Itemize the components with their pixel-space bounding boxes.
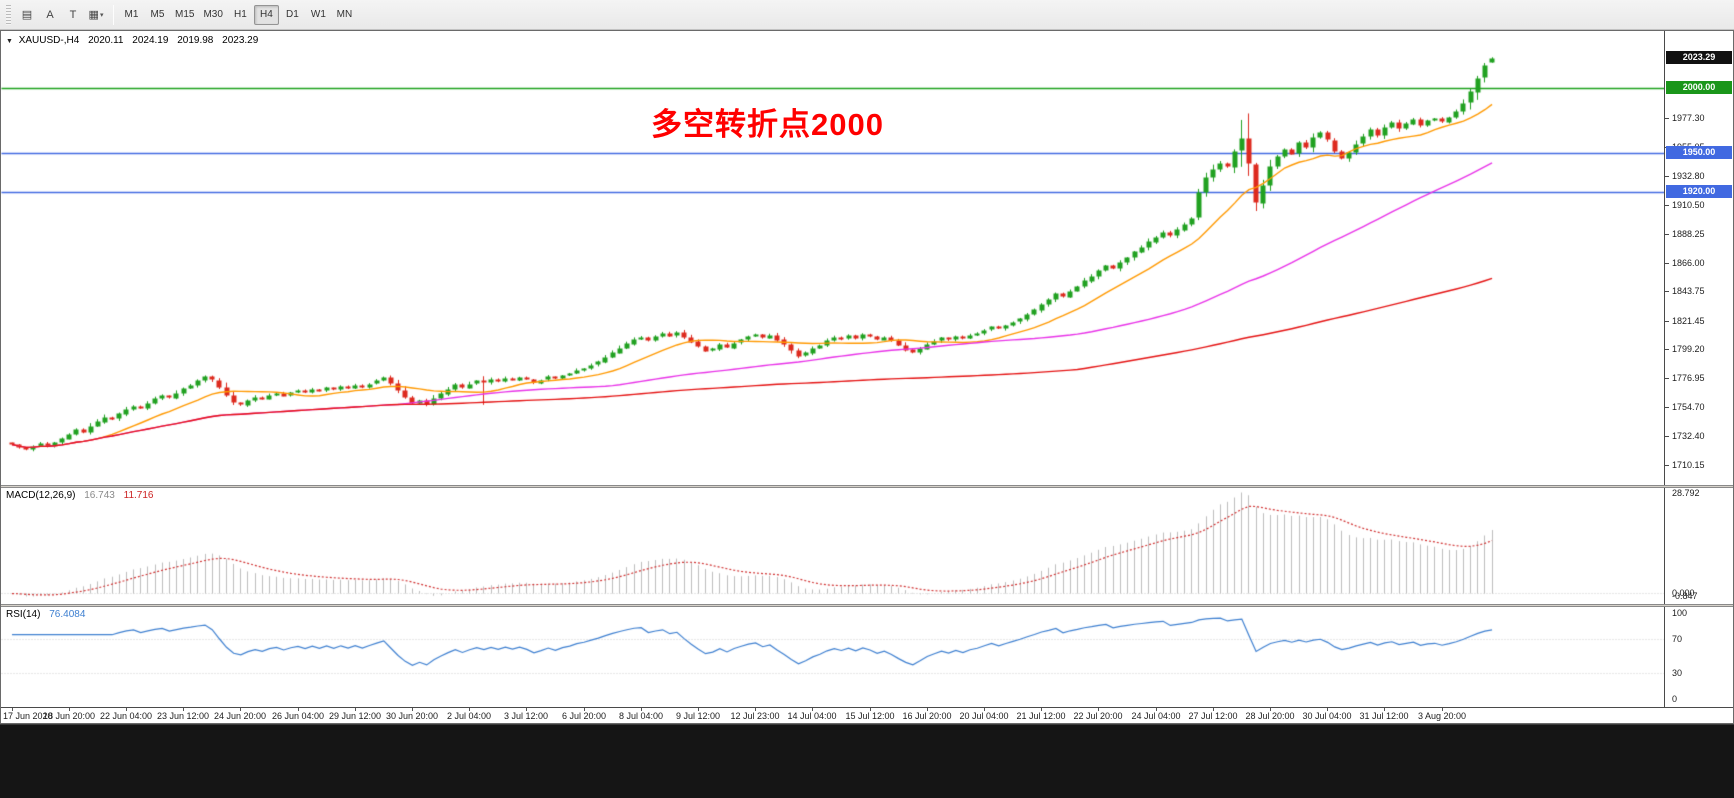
pane-splitter[interactable]: [1, 604, 1733, 607]
price-tick: 1710.15: [1672, 460, 1705, 470]
time-axis-label: 24 Jul 04:00: [1131, 711, 1181, 721]
chart-window: ▼ XAUUSD-,H4 2020.11 2024.19 2019.98 202…: [0, 30, 1734, 724]
price-tick: 1843.75: [1672, 286, 1705, 296]
time-axis-label: 12 Jul 23:00: [730, 711, 780, 721]
time-axis-label: 22 Jul 20:00: [1073, 711, 1123, 721]
time-axis[interactable]: 17 Jun 2020 18 Jun 20:00 22 Jun 04:00 23 Ju…: [1, 707, 1733, 723]
rsi-axis: 100 70 30 0: [1664, 607, 1733, 707]
macd-tick: 0.000: [1672, 588, 1695, 598]
time-axis-label: 23 Jun 12:00: [156, 711, 210, 721]
rsi-tick: 70: [1672, 634, 1683, 644]
time-axis-label: 18 Jun 20:00: [42, 711, 96, 721]
time-axis-label: 24 Jun 20:00: [213, 711, 267, 721]
timeframe-toolbar: M1 M5 M15 M30 H1 H4 D1 W1 MN: [119, 4, 358, 25]
text-annotation-icon[interactable]: A: [46, 8, 54, 21]
timeframe-m5-button[interactable]: M5: [150, 9, 165, 20]
time-axis-label: 17 Jun 2020: [3, 711, 53, 721]
timeframe-m30-button[interactable]: M30: [203, 9, 223, 20]
price-tick: 1821.45: [1672, 316, 1705, 326]
time-axis-label: 16 Jul 20:00: [902, 711, 952, 721]
price-tick: 1888.25: [1672, 229, 1705, 239]
macd-indicator-canvas[interactable]: [1, 488, 1664, 604]
macd-value-signal: 11.716: [123, 490, 154, 501]
time-axis-label: 30 Jul 04:00: [1302, 711, 1352, 721]
timeframe-mn-button[interactable]: MN: [336, 9, 353, 20]
price-badge: 2023.29: [1666, 51, 1732, 64]
ohlc-open: 2020.11: [88, 35, 124, 46]
ohlc-low: 2019.98: [177, 35, 214, 46]
time-axis-label: 9 Jul 12:00: [675, 711, 721, 721]
rsi-label: RSI(14) 76.4084: [6, 609, 85, 620]
objects-list-icon[interactable]: ▦ ▾: [88, 9, 104, 21]
time-axis-label: 20 Jul 04:00: [959, 711, 1009, 721]
macd-label: MACD(12,26,9) 16.743 11.716: [6, 490, 153, 501]
rsi-name: RSI(14): [6, 609, 41, 620]
time-axis-label: 15 Jul 12:00: [845, 711, 895, 721]
time-axis-label: 6 Jul 20:00: [561, 711, 607, 721]
time-axis-label: 2 Jul 04:00: [446, 711, 492, 721]
time-axis-label: 3 Jul 12:00: [503, 711, 549, 721]
time-axis-label: 22 Jun 04:00: [99, 711, 153, 721]
ohlc-close: 2023.29: [222, 35, 259, 46]
time-axis-label: 21 Jul 12:00: [1016, 711, 1066, 721]
macd-tick: 28.792: [1672, 488, 1700, 498]
macd-tick: -0.847: [1672, 591, 1698, 601]
macd-name: MACD(12,26,9): [6, 490, 76, 501]
text-label-icon[interactable]: T: [69, 8, 77, 21]
price-badge: 2000.00: [1666, 81, 1732, 94]
price-tick: 1776.95: [1672, 373, 1705, 383]
chart-title: ▼ XAUUSD-,H4 2020.11 2024.19 2019.98 202…: [6, 35, 258, 46]
rsi-value: 76.4084: [49, 609, 86, 620]
time-axis-label: 31 Jul 12:00: [1359, 711, 1409, 721]
pane-splitter[interactable]: [1, 485, 1733, 488]
macd-value-main: 16.743: [84, 490, 115, 501]
price-badge: 1920.00: [1666, 185, 1732, 198]
price-tick: 1932.80: [1672, 171, 1705, 181]
timeframe-m1-button[interactable]: M1: [124, 9, 139, 20]
timeframe-m15-button[interactable]: M15: [175, 9, 195, 20]
chart-menu-icon[interactable]: ▼: [6, 38, 13, 45]
rsi-tick: 100: [1672, 608, 1688, 618]
bottom-dark-panel: [0, 724, 1734, 798]
charts-grid-icon[interactable]: ▤: [21, 9, 33, 21]
price-tick: 1866.00: [1672, 258, 1705, 268]
timeframe-h4-button[interactable]: H4: [253, 4, 279, 25]
symbol-period-label: XAUUSD-,H4: [18, 35, 80, 46]
toolbar: ▤ A T ▦ ▾ M1 M5 M15 M30 H1 H4 D1 W1 MN: [0, 0, 1734, 30]
toolbar-separator: [113, 4, 114, 25]
rsi-indicator-canvas[interactable]: [1, 607, 1664, 707]
timeframe-w1-button[interactable]: W1: [310, 9, 326, 20]
time-axis-label: 27 Jul 12:00: [1188, 711, 1238, 721]
time-axis-label: 8 Jul 04:00: [618, 711, 664, 721]
time-axis-label: 14 Jul 04:00: [787, 711, 837, 721]
time-axis-label: 3 Aug 20:00: [1417, 711, 1467, 721]
toolbar-drag-handle[interactable]: [6, 4, 11, 25]
price-tick: 1977.30: [1672, 113, 1705, 123]
price-axis[interactable]: 1977.301955.051932.801910.501888.251866.…: [1664, 31, 1733, 485]
tool-icon-group: ▤ A T ▦ ▾: [16, 4, 108, 25]
timeframe-d1-button[interactable]: D1: [286, 9, 299, 20]
time-axis-label: 30 Jun 20:00: [385, 711, 439, 721]
price-tick: 1754.70: [1672, 402, 1705, 412]
rsi-tick: 30: [1672, 668, 1683, 678]
price-tick: 1799.20: [1672, 344, 1705, 354]
time-axis-label: 26 Jun 04:00: [271, 711, 325, 721]
price-tick: 1910.50: [1672, 200, 1705, 210]
time-axis-label: 28 Jul 20:00: [1245, 711, 1295, 721]
ohlc-high: 2024.19: [132, 35, 169, 46]
price-badge: 1950.00: [1666, 146, 1732, 159]
timeframe-h1-button[interactable]: H1: [234, 9, 247, 20]
price-chart-canvas[interactable]: [1, 31, 1664, 485]
macd-axis: 28.792 0.000 -0.847: [1664, 488, 1733, 604]
rsi-tick: 0: [1672, 694, 1678, 704]
price-tick: 1732.40: [1672, 431, 1705, 441]
annotation-text[interactable]: 多空转折点2000: [651, 107, 884, 142]
time-axis-label: 29 Jun 12:00: [328, 711, 382, 721]
